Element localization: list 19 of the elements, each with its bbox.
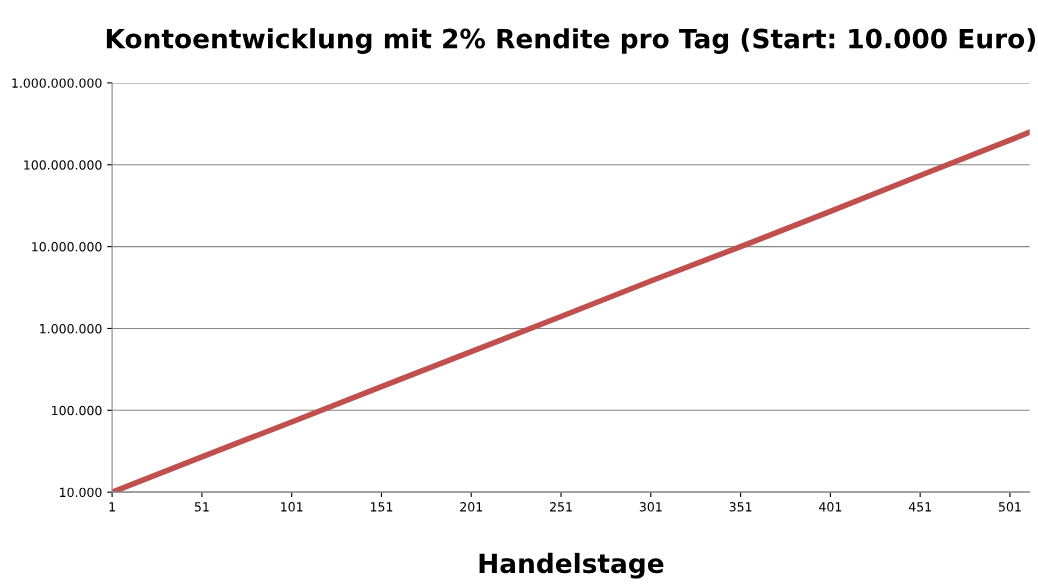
x-tick-label: 101 [281, 502, 303, 512]
y-tick-label: 1.000.000 [40, 323, 102, 334]
y-tick-label: 100.000 [52, 405, 102, 416]
y-tick-label: 100.000.000 [24, 160, 102, 170]
x-tick-label: 51 [194, 502, 209, 512]
x-tick-label: 351 [729, 502, 752, 512]
x-tick-label: 201 [460, 502, 483, 512]
x-tick-label: 1 [109, 502, 115, 512]
x-tick-label: 251 [550, 502, 572, 512]
chart-title: Kontoentwicklung mit 2% Rendite pro Tag (Start: 10.000 Euro) [106, 28, 1036, 54]
x-axis-title: Handelstage [479, 552, 664, 579]
y-tick-label: 10.000 [60, 487, 102, 498]
x-tick-label: 501 [998, 502, 1021, 512]
x-tick-label: 151 [370, 502, 393, 512]
x-tick-label: 301 [639, 502, 662, 512]
y-tick-label: 10.000.000 [32, 242, 102, 252]
x-tick-label: 451 [908, 502, 931, 512]
x-tick-label: 401 [819, 502, 842, 512]
y-tick-label: 1.000.000.000 [12, 78, 102, 88]
